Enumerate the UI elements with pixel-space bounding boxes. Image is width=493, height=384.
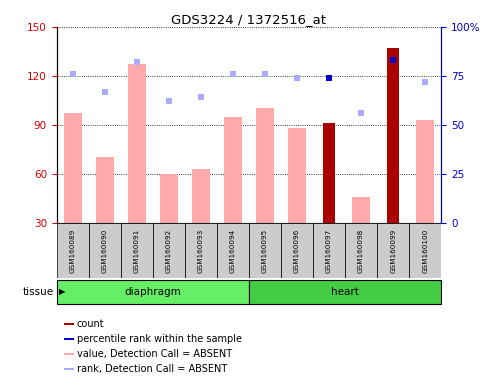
Bar [249,280,441,304]
Text: diaphragm: diaphragm [124,287,181,297]
Text: GSM160091: GSM160091 [134,228,140,273]
Bar [224,117,242,223]
Bar [323,123,335,223]
Text: GSM160090: GSM160090 [102,228,108,273]
Bar [281,223,313,278]
Bar [128,65,145,223]
Bar [65,338,73,340]
Text: tissue: tissue [23,287,54,297]
Bar [217,223,249,278]
Text: percentile rank within the sample: percentile rank within the sample [77,334,242,344]
Bar [160,174,177,223]
Text: rank, Detection Call = ABSENT: rank, Detection Call = ABSENT [77,364,227,374]
Title: GDS3224 / 1372516_at: GDS3224 / 1372516_at [172,13,326,26]
Bar [345,223,377,278]
Bar [288,128,306,223]
Text: GSM160099: GSM160099 [390,228,396,273]
Bar [185,223,217,278]
Bar [121,223,153,278]
Bar [96,157,113,223]
Text: GSM160100: GSM160100 [422,228,428,273]
Text: GSM160089: GSM160089 [70,228,76,273]
Text: ▶: ▶ [59,287,66,296]
Bar [352,197,370,223]
Bar [249,223,281,278]
Text: GSM160093: GSM160093 [198,228,204,273]
Text: GSM160095: GSM160095 [262,228,268,273]
Bar [387,48,399,223]
Text: GSM160096: GSM160096 [294,228,300,273]
Bar [89,223,121,278]
Bar [256,109,274,223]
Text: GSM160097: GSM160097 [326,228,332,273]
Bar [65,323,73,325]
Bar [377,223,409,278]
Bar [65,368,73,370]
Text: value, Detection Call = ABSENT: value, Detection Call = ABSENT [77,349,232,359]
Bar [192,169,210,223]
Bar [313,223,345,278]
Bar [65,353,73,355]
Text: GSM160092: GSM160092 [166,228,172,273]
Bar [64,113,81,223]
Text: GSM160098: GSM160098 [358,228,364,273]
Text: GSM160094: GSM160094 [230,228,236,273]
Text: count: count [77,319,105,329]
Bar [417,120,434,223]
Text: heart: heart [331,287,359,297]
Bar [409,223,441,278]
Bar [153,223,185,278]
Bar [57,223,89,278]
Bar [57,280,249,304]
